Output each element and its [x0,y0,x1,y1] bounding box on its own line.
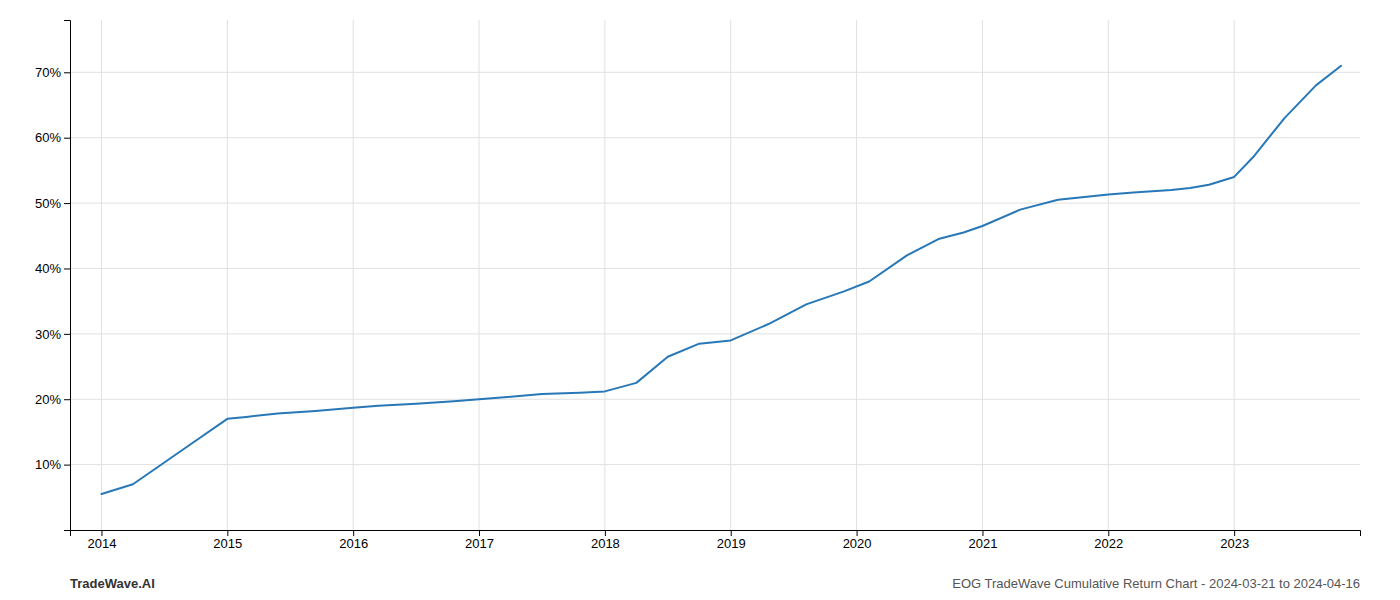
data-line [101,66,1341,494]
plot-area: 2014 2015 2016 2017 2018 2019 2020 2021 2022 2023… [35,20,1361,551]
x-tick-mark [101,530,102,536]
y-tick: 10% [35,457,70,472]
x-grid-line [227,20,228,530]
x-tick-label: 2019 [717,536,746,551]
y-tick-label: 30% [35,327,61,342]
x-tick: 2020 [843,530,872,551]
y-tick-mark [64,334,70,335]
x-tick-mark [982,530,983,536]
footer-right: EOG TradeWave Cumulative Return Chart - … [952,576,1360,591]
y-tick-mark [64,203,70,204]
x-tick: 2022 [1094,530,1123,551]
y-tick-mark [64,72,70,73]
footer-left: TradeWave.AI [70,576,155,591]
x-grid-line [1234,20,1235,530]
y-tick-label: 60% [35,130,61,145]
x-tick: 2017 [465,530,494,551]
x-tick-label: 2014 [88,536,117,551]
y-grid-line [70,72,1360,73]
grid [70,20,1360,530]
x-tick-label: 2020 [843,536,872,551]
y-grid-line [70,333,1360,334]
y-tick-label: 70% [35,65,61,80]
x-grid-line [353,20,354,530]
chart: 2014 2015 2016 2017 2018 2019 2020 2021 2022 2023… [0,0,1400,600]
x-grid-line [856,20,857,530]
y-grid-line [70,203,1360,204]
y-tick-mark [64,268,70,269]
y-tick: 30% [35,327,70,342]
x-tick-mark [605,530,606,536]
y-tick: 70% [35,65,70,80]
y-tick-mark [64,465,70,466]
x-grid-line [101,20,102,530]
x-tick: 2016 [339,530,368,551]
x-tick-mark [227,530,228,536]
y-grid-line [70,464,1360,465]
x-tick-label: 2017 [465,536,494,551]
y-axis: 10% 20% 30% 40% 50% 60% 70% [35,21,71,531]
x-tick: 2019 [717,530,746,551]
x-tick-label: 2016 [339,536,368,551]
x-tick-mark [353,530,354,536]
x-tick: 2021 [968,530,997,551]
x-tick: 2023 [1220,530,1249,551]
y-tick-mark [64,138,70,139]
x-grid-line [604,20,605,530]
x-tick-mark [731,530,732,536]
x-grid-line [982,20,983,530]
y-tick-label: 10% [35,457,61,472]
x-axis: 2014 2015 2016 2017 2018 2019 2020 2021 2022 2023 [71,530,1361,551]
y-tick: 20% [35,392,70,407]
x-grid-line [1108,20,1109,530]
x-tick: 2014 [88,530,117,551]
x-tick-label: 2015 [213,536,242,551]
x-tick-mark [479,530,480,536]
y-tick: 60% [35,130,70,145]
y-grid-line [70,268,1360,269]
y-grid-line [70,137,1360,138]
y-tick-label: 50% [35,196,61,211]
y-tick-label: 40% [35,261,61,276]
marks [101,66,1341,494]
x-tick: 2018 [591,530,620,551]
x-tick-mark [857,530,858,536]
x-grid-line [479,20,480,530]
x-axis-line [71,531,1361,537]
x-tick-label: 2018 [591,536,620,551]
x-tick-label: 2022 [1094,536,1123,551]
x-tick-label: 2021 [968,536,997,551]
y-tick: 50% [35,196,70,211]
y-tick-label: 20% [35,392,61,407]
y-tick-mark [64,399,70,400]
x-tick: 2015 [213,530,242,551]
y-axis-line [64,21,71,531]
x-grid-line [730,20,731,530]
y-grid-line [70,399,1360,400]
y-tick: 40% [35,261,70,276]
x-tick-mark [1234,530,1235,536]
x-tick-label: 2023 [1220,536,1249,551]
x-tick-mark [1108,530,1109,536]
